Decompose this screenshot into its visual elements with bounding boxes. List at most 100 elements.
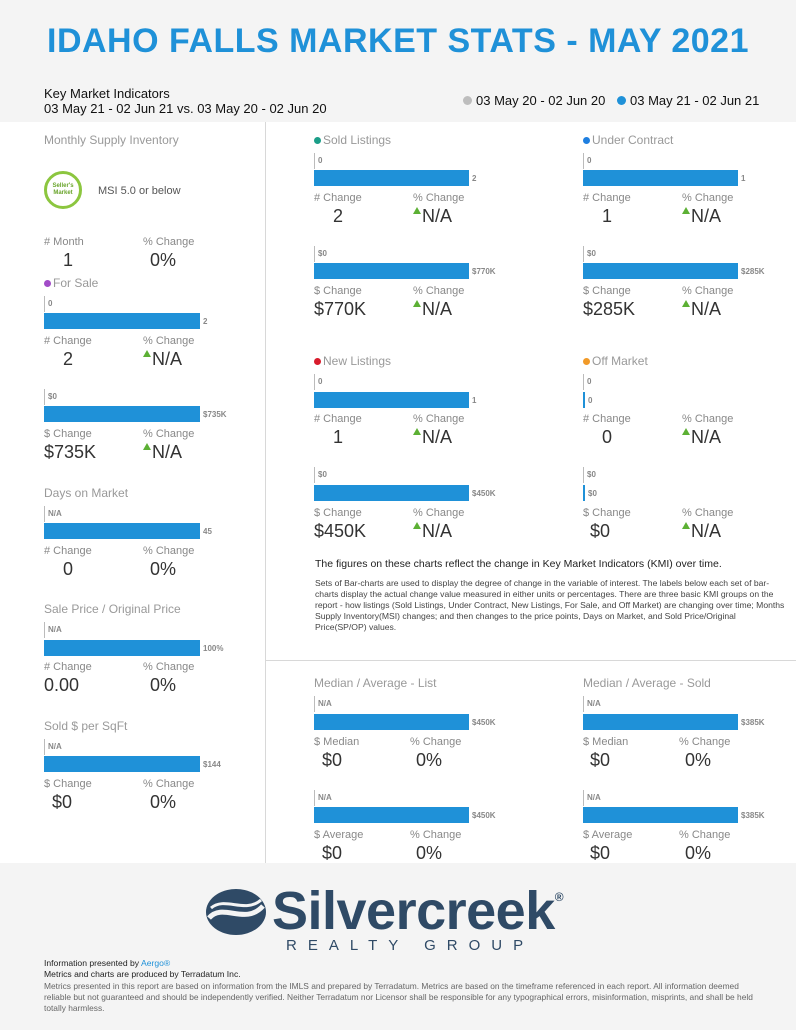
page-title: IDAHO FALLS MARKET STATS - MAY 2021 — [47, 22, 749, 60]
horizontal-divider — [266, 660, 796, 661]
median-list-value2-b: 0% — [416, 843, 443, 863]
sold-bar1-curr: 2 — [314, 170, 476, 186]
median-sold-value2-a: $0 — [590, 843, 611, 863]
median-sold-label1-b: % Change — [679, 736, 731, 748]
for-sale-bar1-fill — [44, 313, 200, 329]
off-market-bar2-fill — [583, 485, 585, 501]
median-sold-title: Median / Average - Sold — [583, 676, 711, 690]
kmi-date-range: 03 May 21 - 02 Jun 21 vs. 03 May 20 - 02… — [44, 101, 327, 116]
under-contract-title: Under Contract — [583, 133, 673, 147]
for-sale-label2-b: % Change — [143, 428, 195, 440]
new-listings-dot-icon — [314, 357, 321, 365]
up-arrow-icon — [682, 428, 690, 435]
for-sale-bar1-prev: 0 — [44, 296, 52, 312]
vertical-divider — [265, 122, 266, 863]
off-market-bar2-curr: $0 — [583, 485, 597, 501]
off-market-bar1-label: 0 — [588, 395, 593, 405]
median-list-bar1-prev: N/A — [314, 696, 332, 712]
up-arrow-icon — [413, 522, 421, 529]
for-sale-bar2-label: $735K — [203, 409, 227, 419]
under-contract-title-text: Under Contract — [592, 133, 674, 147]
new-listings-value2-a: $450K — [314, 521, 367, 541]
under-contract-label1-b: % Change — [682, 192, 734, 204]
sp-op-bar-prev: N/A — [44, 622, 62, 638]
new-listings-value1-b-text: N/A — [422, 427, 453, 447]
msi-label-a: # Month — [44, 236, 84, 248]
dom-value-a: 0 — [63, 559, 74, 579]
sqft-value-b: 0% — [150, 792, 177, 812]
kmi-title: Key Market Indicators — [44, 86, 170, 101]
median-list-bar1-label: $450K — [472, 717, 496, 727]
logo-wordmark: Silvercreek® — [272, 880, 564, 942]
up-arrow-icon — [413, 207, 421, 214]
msi-badge-text: MSI 5.0 or below — [98, 185, 181, 197]
median-sold-bar1-curr: $385K — [583, 714, 765, 730]
sp-op-label-a: # Change — [44, 661, 92, 673]
sold-bar2-label: $770K — [472, 266, 496, 276]
msi-value-a: 1 — [63, 250, 74, 270]
off-market-bar1-fill — [583, 392, 585, 408]
new-listings-bar1-fill — [314, 392, 469, 408]
for-sale-title: For Sale — [44, 276, 98, 290]
sold-label1-a: # Change — [314, 192, 362, 204]
sold-dot-icon — [314, 136, 321, 144]
for-sale-value1-b-text: N/A — [152, 349, 183, 369]
under-contract-label1-a: # Change — [583, 192, 631, 204]
msi-title: Monthly Supply Inventory — [44, 133, 179, 147]
sold-value2-b: N/A — [413, 299, 452, 320]
median-sold-value2-b: 0% — [685, 843, 712, 863]
dom-bar-curr: 45 — [44, 523, 212, 539]
sqft-bar-label: $144 — [203, 759, 221, 769]
off-market-value1-b-text: N/A — [691, 427, 722, 447]
new-listings-label2-b: % Change — [413, 507, 465, 519]
off-market-label1-a: # Change — [583, 413, 631, 425]
legend-previous: 03 May 20 - 02 Jun 20 — [463, 93, 605, 108]
median-list-label2-a: $ Average — [314, 829, 364, 841]
off-market-dot-icon — [583, 357, 590, 365]
median-list-bar1-fill — [314, 714, 469, 730]
aergo-link[interactable]: Aergo® — [140, 958, 171, 968]
silvercreek-logo-icon — [206, 889, 266, 935]
under-contract-bar1-label: 1 — [741, 173, 746, 183]
new-listings-title-text: New Listings — [323, 354, 392, 368]
median-sold-bar2-curr: $385K — [583, 807, 765, 823]
for-sale-value2-b-text: N/A — [152, 442, 183, 462]
sold-title-text: Sold Listings — [323, 133, 392, 147]
sp-op-value-b: 0% — [150, 675, 177, 695]
off-market-bar2-label: $0 — [588, 488, 597, 498]
median-list-title: Median / Average - List — [314, 676, 437, 690]
kmi-note-detail: Sets of Bar-charts are used to display t… — [315, 578, 785, 632]
up-arrow-icon — [682, 300, 690, 307]
for-sale-bar1-curr: 2 — [44, 313, 207, 329]
badge-line1: Seller's — [52, 183, 74, 189]
new-listings-value2-b-text: N/A — [422, 521, 453, 541]
msi-value-b: 0% — [150, 250, 177, 270]
new-listings-value1-a: 1 — [333, 427, 344, 447]
under-contract-bar1-prev: 0 — [583, 153, 591, 169]
sold-label1-b: % Change — [413, 192, 465, 204]
median-list-bar1-curr: $450K — [314, 714, 496, 730]
under-contract-value1-a: 1 — [602, 206, 613, 226]
legend-blue-dot-icon — [617, 96, 626, 105]
off-market-label1-b: % Change — [682, 413, 734, 425]
produced-by: Metrics and charts are produced by Terra… — [44, 969, 241, 979]
sold-label2-b: % Change — [413, 285, 465, 297]
presented-by-prefix: Information presented by — [44, 958, 141, 968]
median-sold-bar1-label: $385K — [741, 717, 765, 727]
median-sold-value1-b: 0% — [685, 750, 712, 770]
under-contract-value1-b: N/A — [682, 206, 721, 227]
new-listings-label1-b: % Change — [413, 413, 465, 425]
logo-registered: ® — [554, 890, 564, 904]
under-contract-label2-a: $ Change — [583, 285, 631, 297]
median-list-bar2-prev: N/A — [314, 790, 332, 806]
median-list-value2-a: $0 — [322, 843, 343, 863]
new-listings-bar2-prev: $0 — [314, 467, 327, 483]
median-sold-label2-b: % Change — [679, 829, 731, 841]
sold-value2-b-text: N/A — [422, 299, 453, 319]
off-market-label2-b: % Change — [682, 507, 734, 519]
sqft-bar-fill — [44, 756, 200, 772]
median-list-label1-a: $ Median — [314, 736, 360, 748]
for-sale-bar2-fill — [44, 406, 200, 422]
sold-value2-a: $770K — [314, 299, 367, 319]
median-list-label2-b: % Change — [410, 829, 462, 841]
